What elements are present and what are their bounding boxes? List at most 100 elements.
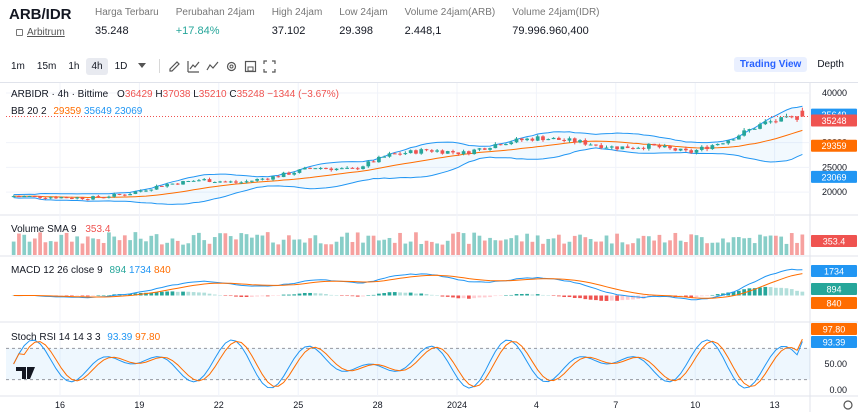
- macd-histogram-bar: [488, 295, 492, 298]
- high-label: H: [155, 89, 163, 100]
- macd-histogram-bar: [736, 290, 741, 296]
- macd-histogram-bar: [339, 295, 344, 296]
- volume-bar: [583, 237, 588, 255]
- volume-bar: [546, 238, 551, 255]
- macd-histogram-bar: [260, 295, 265, 297]
- volume-bar: [218, 233, 222, 255]
- volume-bar: [138, 238, 143, 255]
- volume-bar: [334, 241, 339, 255]
- volume-bar: [133, 232, 138, 255]
- volume-bar: [789, 233, 794, 255]
- volume-bar: [260, 235, 265, 255]
- macd-histogram-bar: [207, 293, 212, 296]
- stat-value: 79.996.960,400: [512, 25, 589, 37]
- candle-body: [165, 184, 170, 187]
- pencil-icon[interactable]: [166, 58, 182, 74]
- asset-link[interactable]: Arbitrum: [16, 27, 95, 38]
- timeframe-4h[interactable]: 4h: [86, 57, 108, 75]
- macd-histogram-bar: [625, 295, 630, 300]
- candle-body: [287, 172, 291, 175]
- stat-value: 37.102: [271, 25, 306, 37]
- volume-bar: [604, 235, 609, 255]
- macd-histogram-bar: [509, 294, 514, 296]
- candle-body: [800, 110, 805, 117]
- chevron-down-icon[interactable]: [134, 58, 150, 74]
- candle-body: [795, 116, 799, 120]
- volume-bar: [488, 237, 492, 255]
- candle-body: [334, 168, 339, 171]
- volume-bar: [535, 235, 540, 255]
- timeframe-15m[interactable]: 15m: [36, 60, 57, 72]
- save-icon[interactable]: [242, 58, 258, 74]
- chart-canvas[interactable]: 1619222528202447101340000300002500020000…: [0, 83, 858, 412]
- macd-histogram-bar: [249, 295, 254, 297]
- depth-tab[interactable]: Depth: [817, 59, 844, 70]
- candle-body: [17, 196, 21, 198]
- candle-body: [80, 197, 85, 200]
- volume-bar: [212, 237, 217, 255]
- stoch-badge-bg: [811, 336, 857, 348]
- volume-bar: [752, 243, 757, 255]
- close-label: C: [229, 89, 237, 100]
- stat-change: Perubahan 24jam +17.84%: [176, 6, 255, 38]
- indicators-icon[interactable]: [204, 58, 220, 74]
- candle-body: [223, 181, 228, 183]
- low-value: 35210: [198, 89, 227, 100]
- volume-bar: [276, 244, 281, 255]
- settings-icon[interactable]: [223, 58, 239, 74]
- macd-histogram-bar: [361, 295, 365, 297]
- volume-bar: [32, 238, 37, 255]
- macd-histogram-bar: [774, 287, 778, 296]
- candle-body: [218, 181, 222, 183]
- trend-line-icon[interactable]: [185, 58, 201, 74]
- macd-histogram-bar: [186, 291, 191, 296]
- price-badge-bg: [811, 114, 857, 127]
- candle-body: [355, 168, 360, 170]
- volume-bar: [662, 242, 667, 255]
- candle-body: [615, 146, 619, 150]
- candle-body: [779, 117, 784, 122]
- stat-value: +17.84%: [175, 25, 220, 37]
- volume-bar: [96, 239, 101, 255]
- macd-signal-value: 840: [154, 265, 171, 276]
- trading-view-tab[interactable]: Trading View: [733, 57, 808, 72]
- bb-upper-value: 35649: [83, 106, 112, 117]
- macd-histogram-bar: [451, 295, 455, 298]
- candle-body: [345, 167, 349, 169]
- macd-histogram-bar: [350, 295, 355, 297]
- timeframe-1h[interactable]: 1h: [68, 60, 80, 72]
- macd-histogram-bar: [615, 295, 619, 301]
- chart-area[interactable]: 1619222528202447101340000300002500020000…: [0, 82, 858, 412]
- candle-body: [64, 197, 69, 199]
- volume-bar: [387, 237, 392, 255]
- candle-body: [736, 135, 741, 140]
- time-tick-label: 19: [134, 400, 144, 410]
- volume-bar: [440, 244, 445, 255]
- candle-body: [313, 168, 318, 170]
- candle-body: [249, 180, 254, 182]
- volume-bar: [588, 238, 593, 255]
- macd-badge-bg: [811, 283, 857, 295]
- candle-body: [281, 172, 286, 178]
- volume-bar: [726, 242, 731, 255]
- timeframe-1m[interactable]: 1m: [11, 60, 25, 72]
- macd-histogram-bar: [318, 293, 323, 296]
- candle-body: [234, 181, 238, 183]
- macd-line-value: 1734: [128, 265, 152, 276]
- macd-histogram-bar: [223, 295, 228, 296]
- candle-body: [38, 196, 42, 198]
- fullscreen-icon[interactable]: [261, 58, 277, 74]
- stat-label: Volume 24jam(ARB): [404, 7, 496, 18]
- candle-body: [583, 140, 588, 145]
- volume-bar: [297, 239, 302, 255]
- macd-histogram-bar: [265, 295, 270, 297]
- stoch-band-fill: [6, 348, 810, 380]
- macd-histogram-bar: [684, 295, 688, 298]
- volume-bar: [17, 233, 21, 255]
- volume-bar: [101, 242, 106, 255]
- candle-body: [435, 150, 439, 152]
- toolbar-divider: [159, 59, 161, 73]
- stat-high: High 24jam 37.102: [272, 6, 323, 38]
- macd-histogram-bar: [133, 293, 138, 296]
- timeframe-1d[interactable]: 1D: [114, 60, 128, 72]
